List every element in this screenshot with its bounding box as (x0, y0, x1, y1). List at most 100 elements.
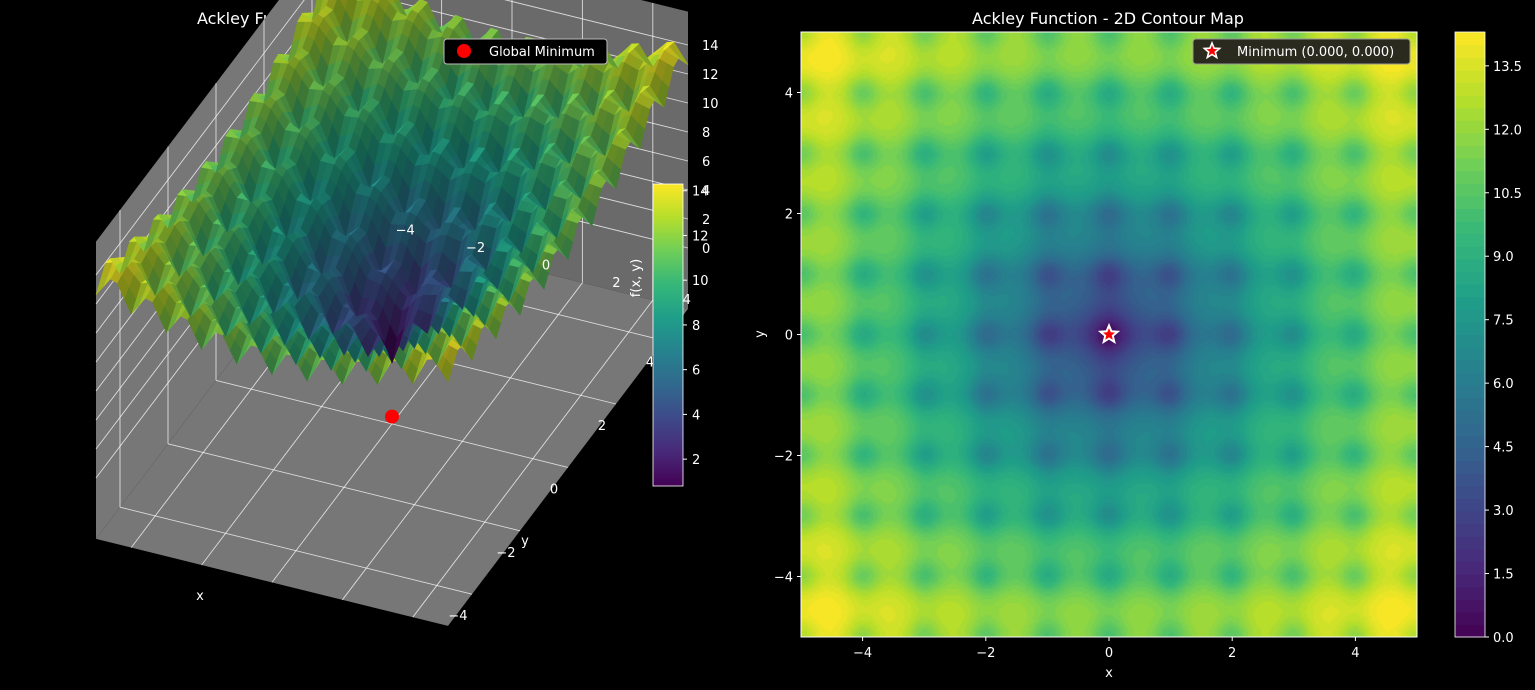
z-tick-3d: 2 (702, 213, 710, 228)
contour-colorbar-frame (1454, 31, 1486, 638)
y-tick-3d: 0 (542, 258, 550, 273)
colorbar-tick-label: 10.5 (1493, 187, 1522, 202)
colorbar-band (1455, 498, 1485, 512)
colorbar-tick-label: 12.0 (1493, 123, 1522, 138)
colorbar-band (1455, 624, 1485, 638)
x-tick-label-2d: −4 (853, 646, 872, 661)
x-tick-3d: 4 (646, 356, 654, 371)
legend-star-icon (1202, 40, 1222, 60)
colorbar-band (1455, 32, 1485, 46)
colorbar-band (1455, 258, 1485, 273)
colorbar-band (1455, 221, 1485, 235)
colorbar-band (1455, 435, 1485, 449)
colorbar-band (1455, 510, 1485, 525)
x-axis-label-2d: x (1105, 666, 1113, 681)
colorbar-band (1455, 372, 1485, 386)
surface-colorbar: 2 4 6 8 10 12 14 (652, 183, 709, 487)
surface-colorbar-ticks: 2 4 6 8 10 12 14 (683, 185, 709, 468)
surface-legend: Global Minimum (443, 38, 608, 65)
contour-colorbar-ticks: 0.0 1.5 3.0 4.5 6.0 7.5 9.0 10.5 12.0 13.5 (1485, 60, 1522, 646)
colorbar-tick-label: 9.0 (1493, 250, 1514, 265)
colorbar-band (1455, 271, 1485, 285)
colorbar-band (1455, 120, 1485, 134)
colorbar-band (1455, 284, 1485, 298)
colorbar-band (1455, 384, 1485, 399)
colorbar-band (1455, 246, 1485, 260)
contour-legend: Minimum (0.000, 0.000) (1192, 38, 1411, 65)
y-tick-3d: 4 (683, 293, 691, 308)
legend-label-minimum: Minimum (0.000, 0.000) (1237, 45, 1394, 60)
colorbar-band (1455, 611, 1485, 625)
colorbar-band (1455, 334, 1485, 348)
colorbar-band (1455, 473, 1485, 487)
colorbar-band (1455, 132, 1485, 147)
colorbar-band (1455, 460, 1485, 474)
y-tick-labels-3d: 4 2 0 −2 −4 (396, 224, 691, 309)
floor-grid-y (342, 282, 583, 601)
minimum-star-marker (1097, 322, 1121, 344)
side-grid-z (95, 0, 305, 276)
contour-legend-box (1192, 38, 1411, 65)
colorbar-band (1455, 561, 1485, 575)
z-tick-labels-3d: 0 2 4 6 8 10 12 14 (702, 39, 719, 257)
colorbar-band (1455, 69, 1485, 84)
colorbar-tick-label: 7.5 (1493, 314, 1514, 329)
y-tick-label-2d: 2 (785, 208, 793, 223)
contour-colorbar-bands (1455, 32, 1485, 638)
y-tick-label-2d: 4 (785, 87, 793, 102)
x-tick-3d: −2 (496, 546, 515, 561)
contour-plot: Ackley Function - 2D Contour Map −4 −2 0 2 4… (753, 9, 1522, 681)
colorbar-band (1455, 586, 1485, 600)
x-tick-label-2d: 0 (1105, 646, 1113, 661)
y-tick-3d: 2 (612, 276, 620, 291)
floor-grid-y (412, 299, 654, 618)
colorbar-band (1455, 57, 1485, 71)
colorbar-band (1455, 485, 1485, 499)
colorbar-band (1455, 208, 1485, 222)
colorbar-tick-label: 8 (692, 319, 700, 334)
colorbar-band (1455, 233, 1485, 247)
y-tick-3d: −4 (396, 224, 415, 239)
contour-colorbar: 0.0 1.5 3.0 4.5 6.0 7.5 9.0 10.5 12.0 13.5 (1454, 31, 1522, 646)
x-tick-labels-2d: −4 −2 0 2 4 (853, 637, 1360, 661)
y-tick-labels-2d: 4 2 0 −2 −4 (774, 87, 801, 586)
colorbar-band (1455, 523, 1485, 537)
colorbar-band (1455, 599, 1485, 613)
y-tick-label-2d: 0 (785, 329, 793, 344)
y-axis-label-2d: y (753, 330, 768, 338)
y-tick-label-2d: −4 (774, 571, 793, 586)
z-tick-3d: 6 (702, 155, 710, 170)
z-tick-3d: 12 (702, 68, 719, 83)
colorbar-band (1455, 309, 1485, 323)
z-tick-3d: 4 (702, 184, 710, 199)
colorbar-band (1455, 410, 1485, 424)
colorbar-band (1455, 359, 1485, 373)
colorbar-band (1455, 397, 1485, 411)
x-tick-label-2d: −2 (976, 646, 995, 661)
colorbar-tick-label: 12 (692, 230, 709, 245)
surface-patch (393, 0, 400, 2)
back-grid-z (504, 0, 689, 46)
colorbar-tick-label: 6.0 (1493, 377, 1514, 392)
x-tick-3d: −4 (448, 609, 467, 624)
contour-title: Ackley Function - 2D Contour Map (972, 9, 1244, 28)
colorbar-tick-label: 0.0 (1493, 631, 1514, 646)
surface-legend-box (443, 38, 608, 65)
x-tick-label-2d: 4 (1351, 646, 1359, 661)
colorbar-band (1455, 158, 1485, 172)
x-axis-label-3d: x (196, 589, 204, 604)
global-minimum-marker (385, 409, 399, 424)
colorbar-band (1455, 573, 1485, 588)
z-tick-3d: 14 (702, 39, 719, 54)
colorbar-band (1455, 447, 1485, 462)
colorbar-band (1455, 95, 1485, 109)
colorbar-tick-label: 4 (692, 408, 700, 423)
colorbar-band (1455, 296, 1485, 310)
surface-patch (372, 0, 380, 4)
colorbar-tick-label: 14 (692, 185, 709, 200)
surface-mesh (95, 0, 689, 386)
colorbar-tick-label: 2 (692, 453, 700, 468)
z-tick-3d: 8 (702, 126, 710, 141)
colorbar-tick-label: 3.0 (1493, 504, 1514, 519)
